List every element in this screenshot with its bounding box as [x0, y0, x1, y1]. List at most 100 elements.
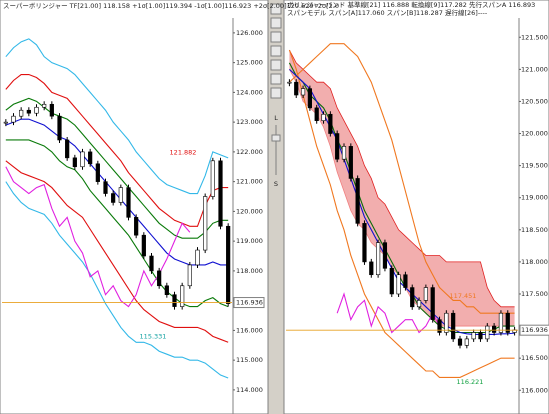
y-tick-label: 118.500 [521, 226, 548, 234]
candle [478, 332, 483, 340]
candle [103, 181, 108, 194]
candle [126, 187, 131, 218]
candle [444, 312, 449, 333]
price-label-box [519, 324, 549, 336]
candle [498, 312, 504, 333]
candle [423, 287, 428, 301]
price-label: 116.936 [236, 299, 263, 307]
candle [471, 332, 476, 340]
chart-header: スパンモデル スパン[A]117.060 スパン[B]118.287 遅行線[2… [287, 8, 488, 17]
toolbar-button[interactable] [270, 17, 282, 29]
indicator-line [289, 68, 515, 335]
y-tick-label: 117.500 [521, 290, 548, 298]
candle [492, 325, 497, 333]
candle [180, 285, 185, 307]
y-tick-label: 121.000 [236, 178, 263, 186]
indicator-line [289, 43, 515, 314]
y-tick-label: 120.500 [521, 97, 548, 105]
candle [335, 133, 340, 160]
toolbar-button[interactable] [270, 45, 282, 57]
candle [203, 196, 208, 251]
candle [187, 264, 192, 287]
price-label: 116.936 [521, 326, 548, 334]
slider-thumb[interactable] [271, 134, 281, 142]
y-tick-label: 119.000 [521, 194, 548, 202]
plot-area [3, 38, 231, 379]
indicator-line [5, 38, 229, 195]
candle [72, 157, 77, 168]
y-tick-label: 119.000 [236, 237, 263, 245]
candle [369, 261, 374, 276]
y-tick-label: 121.000 [521, 65, 548, 73]
indicator-line [5, 73, 229, 227]
candle [376, 242, 381, 276]
y-tick-label: 116.000 [236, 326, 263, 334]
candle [226, 225, 231, 304]
toolbar-button[interactable] [270, 87, 282, 99]
candle [294, 81, 299, 96]
indicator-line [288, 49, 515, 378]
candle [218, 160, 223, 227]
candle [95, 163, 100, 182]
candle [321, 113, 326, 121]
candle [505, 312, 510, 333]
candle [42, 103, 47, 108]
toolbar: L S [269, 0, 283, 414]
indicator-line [5, 139, 229, 308]
toolbar-button[interactable] [270, 59, 282, 71]
candle [437, 319, 442, 333]
candle [348, 146, 353, 179]
y-tick-label: 116.500 [521, 354, 548, 362]
candle [403, 274, 408, 288]
right-pane [283, 0, 549, 414]
candle [300, 88, 306, 96]
candle [88, 151, 93, 165]
toolbar-button[interactable] [270, 73, 282, 85]
candle [430, 287, 435, 320]
y-tick-label: 120.000 [521, 130, 548, 138]
candle [410, 287, 415, 308]
price-annotation: 117.451 [450, 292, 477, 300]
candle [195, 249, 200, 266]
y-tick-label: 120.000 [236, 207, 263, 215]
indicator-line [336, 292, 441, 334]
toolbar-button[interactable] [270, 3, 282, 15]
candle [416, 300, 422, 308]
candle [172, 294, 177, 307]
indicator-line [5, 181, 229, 379]
cloud-edge [289, 49, 515, 308]
y-tick-label: 126.000 [236, 29, 263, 37]
candle [389, 268, 394, 295]
chart-header: スーパーボリンジャー TF[21.00] 118.158 +1σ[1.00]11… [3, 2, 339, 10]
candle [3, 121, 8, 124]
candle [118, 187, 123, 203]
price-annotation: 121.882 [170, 148, 197, 156]
candle [451, 312, 456, 340]
plot-area [287, 43, 517, 378]
y-tick-label: 122.000 [236, 148, 263, 156]
candle [19, 109, 24, 117]
candle [111, 193, 116, 203]
candle [164, 285, 169, 295]
candle [11, 115, 16, 123]
y-tick-label: 115.000 [236, 356, 263, 364]
y-tick-label: 119.500 [521, 162, 548, 170]
candle [457, 338, 463, 346]
candle [287, 81, 292, 84]
candle [396, 274, 401, 295]
price-label-box [233, 297, 265, 309]
candle [210, 160, 215, 197]
candle [149, 255, 154, 272]
y-tick-label: 114.000 [236, 386, 263, 394]
candle [49, 103, 54, 117]
chart-header: ボリンジャーバンド 基準線[21] 116.888 転換線[9]117.282 … [287, 0, 535, 9]
price-annotation: 116.221 [457, 378, 484, 386]
indicator-line [5, 160, 229, 343]
candle [362, 223, 367, 263]
y-tick-label: 125.000 [236, 59, 263, 67]
candle [355, 178, 360, 224]
candle [341, 146, 347, 160]
toolbar-button[interactable] [270, 31, 282, 43]
y-tick-label: 124.000 [236, 88, 263, 96]
